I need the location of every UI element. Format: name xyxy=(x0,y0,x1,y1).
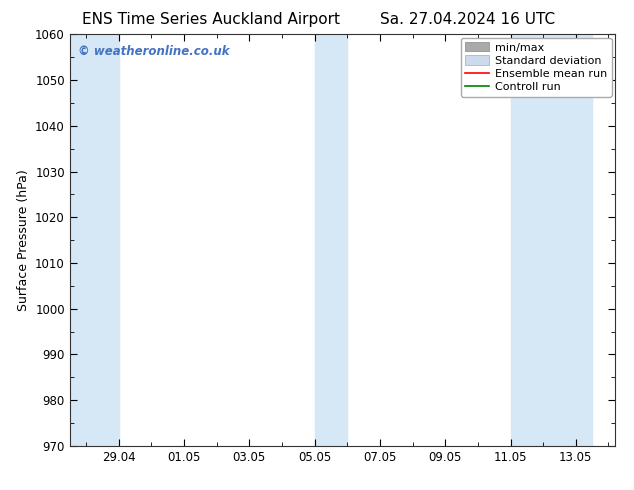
Y-axis label: Surface Pressure (hPa): Surface Pressure (hPa) xyxy=(16,169,30,311)
Bar xyxy=(70,34,119,446)
Legend: min/max, Standard deviation, Ensemble mean run, Controll run: min/max, Standard deviation, Ensemble me… xyxy=(460,38,612,97)
Text: © weatheronline.co.uk: © weatheronline.co.uk xyxy=(78,45,230,58)
Text: ENS Time Series Auckland Airport: ENS Time Series Auckland Airport xyxy=(82,12,340,27)
Bar xyxy=(314,34,347,446)
Bar xyxy=(510,34,592,446)
Text: Sa. 27.04.2024 16 UTC: Sa. 27.04.2024 16 UTC xyxy=(380,12,555,27)
